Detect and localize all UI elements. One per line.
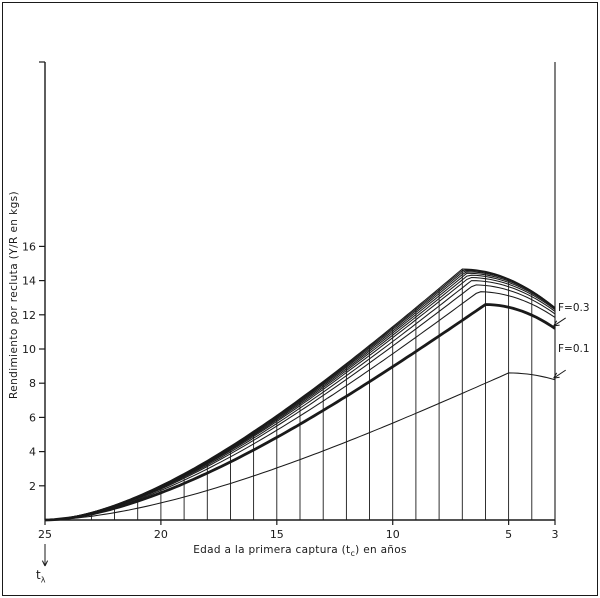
t-lambda-subscript: λ xyxy=(40,575,46,585)
t-lambda-arrow xyxy=(44,560,49,567)
y-axis-title: Rendimiento por recluta (Y/R en kgs) xyxy=(8,190,20,400)
annotation-arrow xyxy=(553,320,558,327)
annotation-f-0-1-label: F=0.1 xyxy=(558,343,590,355)
annotation-arrow xyxy=(553,317,566,327)
y-tick-label: 2 xyxy=(29,480,36,493)
annotation-f-0-3-label: F=0.3 xyxy=(558,302,590,314)
annotation-f-0-1: F=0.1 xyxy=(558,343,590,355)
yield-curve xyxy=(44,291,556,521)
yield-curve xyxy=(44,372,556,521)
y-tick-label: 4 xyxy=(29,446,36,459)
y-tick-label: 10 xyxy=(22,343,36,356)
y-tick-label: 14 xyxy=(22,275,36,288)
annotation-f-0-3: F=0.3 xyxy=(558,302,590,314)
t-lambda-arrow xyxy=(41,560,46,567)
annotation-t-lambda: tλ xyxy=(36,568,45,584)
y-tick-label: 16 xyxy=(22,240,36,253)
x-tick-label: 25 xyxy=(38,528,52,541)
x-axis-title-subscript: c xyxy=(350,549,356,559)
y-tick-label: 8 xyxy=(29,377,36,390)
x-axis-title: Edad a la primera captura (tc) en años xyxy=(193,544,407,558)
x-axis-title-text: Edad a la primera captura (t xyxy=(193,544,351,556)
annotation-arrow xyxy=(553,372,558,379)
yield-curve xyxy=(44,303,556,522)
x-tick-label: 20 xyxy=(154,528,168,541)
annotation-arrow xyxy=(553,324,560,327)
x-tick-label: 10 xyxy=(386,528,400,541)
t-lambda-text: t xyxy=(36,568,41,582)
x-tick-label: 3 xyxy=(552,528,559,541)
x-axis-title-text-end: ) en años xyxy=(355,544,407,556)
annotation-arrow xyxy=(553,376,560,379)
y-tick-label: 6 xyxy=(29,411,36,424)
x-tick-label: 5 xyxy=(505,528,512,541)
y-tick-label: 12 xyxy=(22,309,36,322)
annotation-arrow xyxy=(553,369,566,379)
x-tick-label: 15 xyxy=(270,528,284,541)
yield-curve xyxy=(44,268,556,521)
